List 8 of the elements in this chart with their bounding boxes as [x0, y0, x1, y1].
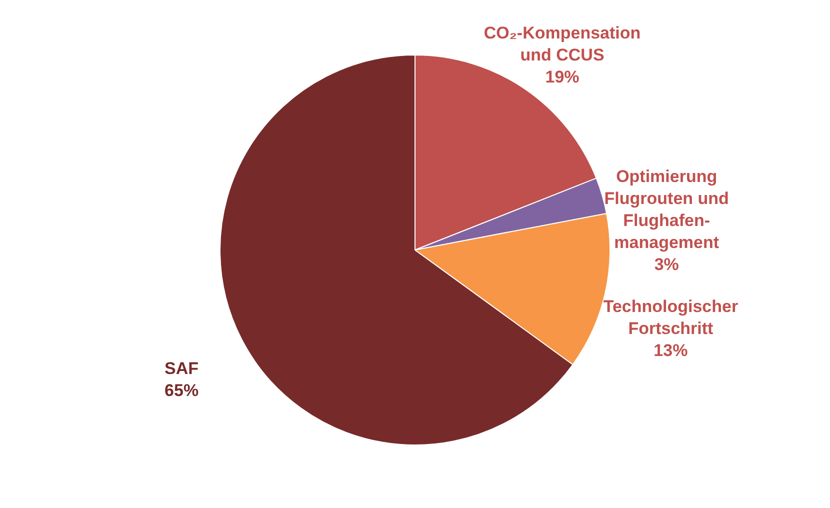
data-label: 65%: [164, 380, 199, 400]
data-label: 3%: [654, 254, 679, 274]
slice-label: CO₂-Kompensation und CCUS: [484, 23, 641, 64]
data-label: 19%: [545, 67, 580, 86]
slice-label: Optimierung Flugrouten und Flughafen- management: [604, 166, 729, 252]
slice-label: Technologischer Fortschritt: [603, 297, 738, 338]
data-label: 13%: [654, 341, 688, 360]
slice-label: SAF: [164, 358, 199, 378]
